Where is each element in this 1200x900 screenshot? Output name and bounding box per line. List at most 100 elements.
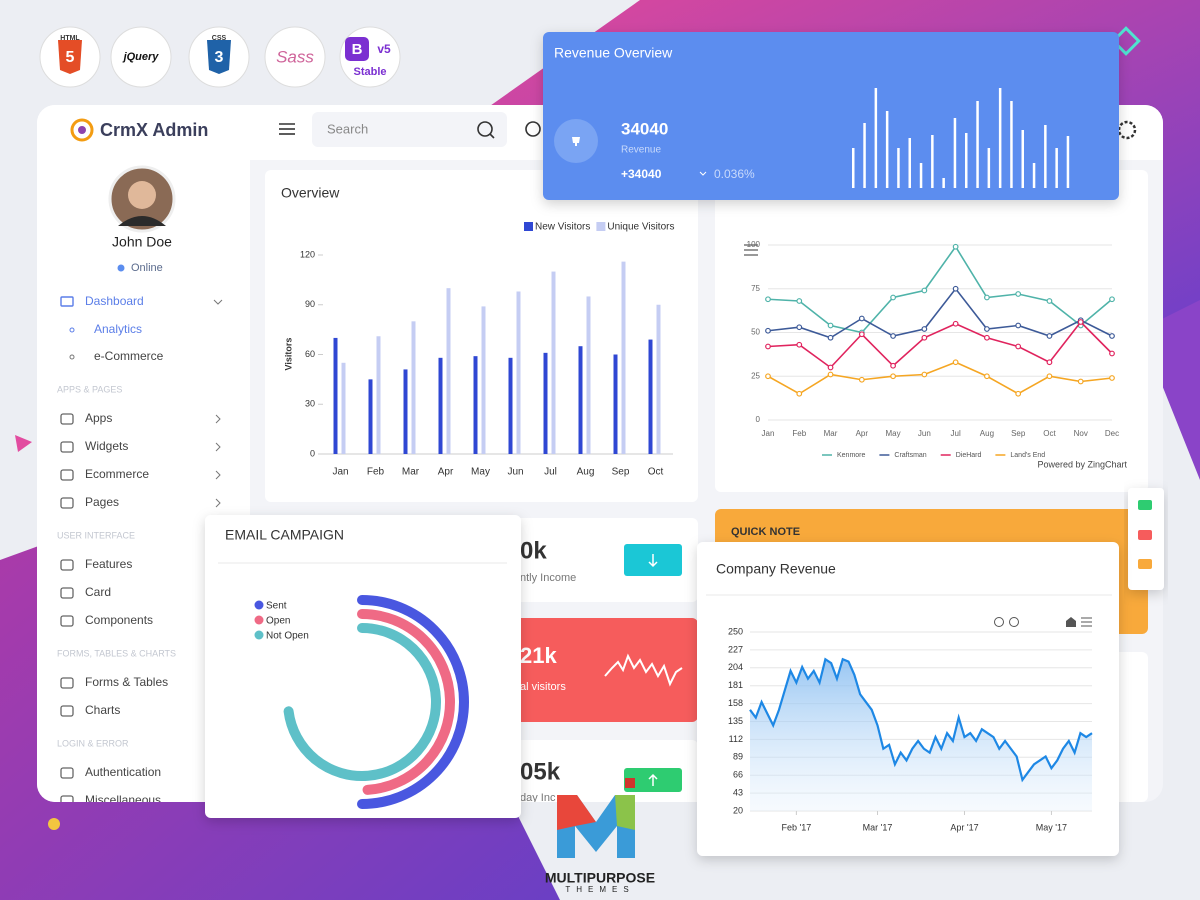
menu-item[interactable]: Forms & Tables bbox=[85, 675, 168, 689]
menu-item[interactable]: Pages bbox=[85, 495, 119, 509]
stat-card bbox=[505, 618, 698, 722]
bar bbox=[1010, 101, 1013, 188]
point bbox=[984, 334, 990, 341]
y-tick-label: 0 bbox=[310, 448, 315, 458]
revenue-value: 34040 bbox=[621, 119, 668, 138]
radial-bar bbox=[283, 623, 441, 781]
menu-item[interactable]: Components bbox=[85, 613, 153, 627]
point bbox=[921, 371, 928, 378]
menu-item[interactable]: Widgets bbox=[85, 439, 128, 453]
badge bbox=[110, 26, 172, 88]
y-tick-label: 158 bbox=[728, 698, 743, 708]
x-tick-label: Mar bbox=[402, 467, 420, 478]
point bbox=[827, 371, 834, 378]
point bbox=[984, 326, 990, 332]
point bbox=[1109, 296, 1115, 303]
chevron bbox=[699, 171, 707, 176]
chat-icon[interactable] bbox=[525, 121, 541, 137]
y-tick-label: 89 bbox=[733, 752, 743, 762]
card-title: Overview bbox=[281, 185, 340, 201]
bar bbox=[551, 271, 556, 454]
radial-bar bbox=[357, 609, 455, 795]
card-title: Company Revenue bbox=[716, 561, 836, 577]
point bbox=[984, 294, 990, 301]
x-tick-label: Apr bbox=[438, 467, 454, 478]
tool-icon[interactable] bbox=[1138, 559, 1152, 569]
point bbox=[1109, 350, 1115, 357]
x-tick-label: Mar '17 bbox=[863, 822, 893, 832]
bar bbox=[874, 88, 878, 188]
legend-label: New Visitors bbox=[535, 222, 590, 233]
menu-item[interactable]: Ecommerce bbox=[85, 467, 149, 481]
x-tick-label: May bbox=[886, 429, 901, 438]
search-icon bbox=[489, 133, 495, 139]
search-box[interactable] bbox=[312, 112, 507, 147]
point bbox=[1015, 343, 1022, 350]
bar bbox=[481, 306, 486, 454]
x-tick-label: Dec bbox=[1105, 429, 1119, 438]
legend-label: Craftsman bbox=[894, 452, 926, 459]
home-icon[interactable] bbox=[1066, 617, 1076, 627]
point bbox=[952, 359, 959, 366]
zoom-icon[interactable] bbox=[994, 617, 1004, 627]
bar bbox=[1066, 136, 1070, 188]
x-tick-label: May bbox=[471, 467, 490, 478]
point bbox=[796, 390, 803, 397]
zoom-icon[interactable] bbox=[1009, 617, 1019, 627]
menu-item[interactable]: Dashboard bbox=[85, 294, 144, 308]
point bbox=[1077, 319, 1084, 325]
search-placeholder[interactable]: Search bbox=[327, 121, 368, 136]
sparkline bbox=[604, 653, 683, 687]
bar bbox=[446, 288, 451, 454]
settings-icon[interactable] bbox=[1117, 120, 1137, 140]
x-tick-label: Sep bbox=[1011, 429, 1026, 438]
menu-item[interactable]: Charts bbox=[85, 703, 120, 717]
menu-item[interactable]: Features bbox=[85, 557, 132, 571]
menu-icon bbox=[60, 795, 74, 802]
card-title: Revenue Overview bbox=[554, 45, 673, 61]
chevron bbox=[215, 414, 221, 424]
bar bbox=[508, 357, 513, 454]
menu-item[interactable]: Miscellaneous bbox=[85, 793, 161, 807]
menu-item[interactable]: Authentication bbox=[85, 765, 161, 779]
bar bbox=[613, 354, 618, 454]
point bbox=[858, 376, 865, 383]
revenue-percent: 0.036% bbox=[714, 167, 755, 181]
stat-label: ntly Income bbox=[520, 572, 576, 584]
x-tick-label: Jan bbox=[762, 429, 775, 438]
point bbox=[827, 364, 834, 371]
legend-label: DieHard bbox=[956, 452, 982, 459]
area bbox=[750, 659, 1092, 811]
menu-icon bbox=[60, 413, 74, 425]
x-tick-label: Nov bbox=[1074, 429, 1088, 438]
bar bbox=[953, 118, 957, 188]
point bbox=[1046, 298, 1053, 304]
submenu-item[interactable]: Analytics bbox=[94, 322, 142, 336]
css-shield bbox=[207, 40, 231, 74]
x-tick-label: Sep bbox=[612, 467, 630, 478]
html-shield bbox=[58, 40, 82, 74]
menu-item[interactable]: Card bbox=[85, 585, 111, 599]
tool-icon[interactable] bbox=[1138, 500, 1152, 510]
y-tick-label: 204 bbox=[728, 662, 743, 672]
tool-icon[interactable] bbox=[1138, 530, 1152, 540]
bar bbox=[648, 339, 653, 454]
menu-item[interactable]: Apps bbox=[85, 411, 112, 425]
arrow-icon bbox=[648, 773, 658, 786]
decoration bbox=[1111, 26, 1141, 56]
submenu-bullet bbox=[69, 327, 75, 333]
y-tick-label: 50 bbox=[751, 328, 760, 337]
bar bbox=[341, 362, 346, 454]
badge-label: Stable bbox=[353, 66, 386, 78]
x-tick-label: Oct bbox=[648, 467, 664, 478]
bar bbox=[516, 291, 521, 454]
y-tick-label: 25 bbox=[751, 371, 760, 380]
brand-logo bbox=[70, 118, 94, 142]
menu-icon bbox=[60, 705, 74, 717]
bar bbox=[942, 178, 945, 188]
point bbox=[1077, 378, 1084, 385]
bar bbox=[543, 352, 548, 454]
bar bbox=[586, 296, 591, 454]
user-status[interactable]: Online bbox=[131, 262, 163, 274]
submenu-item[interactable]: e-Commerce bbox=[94, 349, 164, 363]
